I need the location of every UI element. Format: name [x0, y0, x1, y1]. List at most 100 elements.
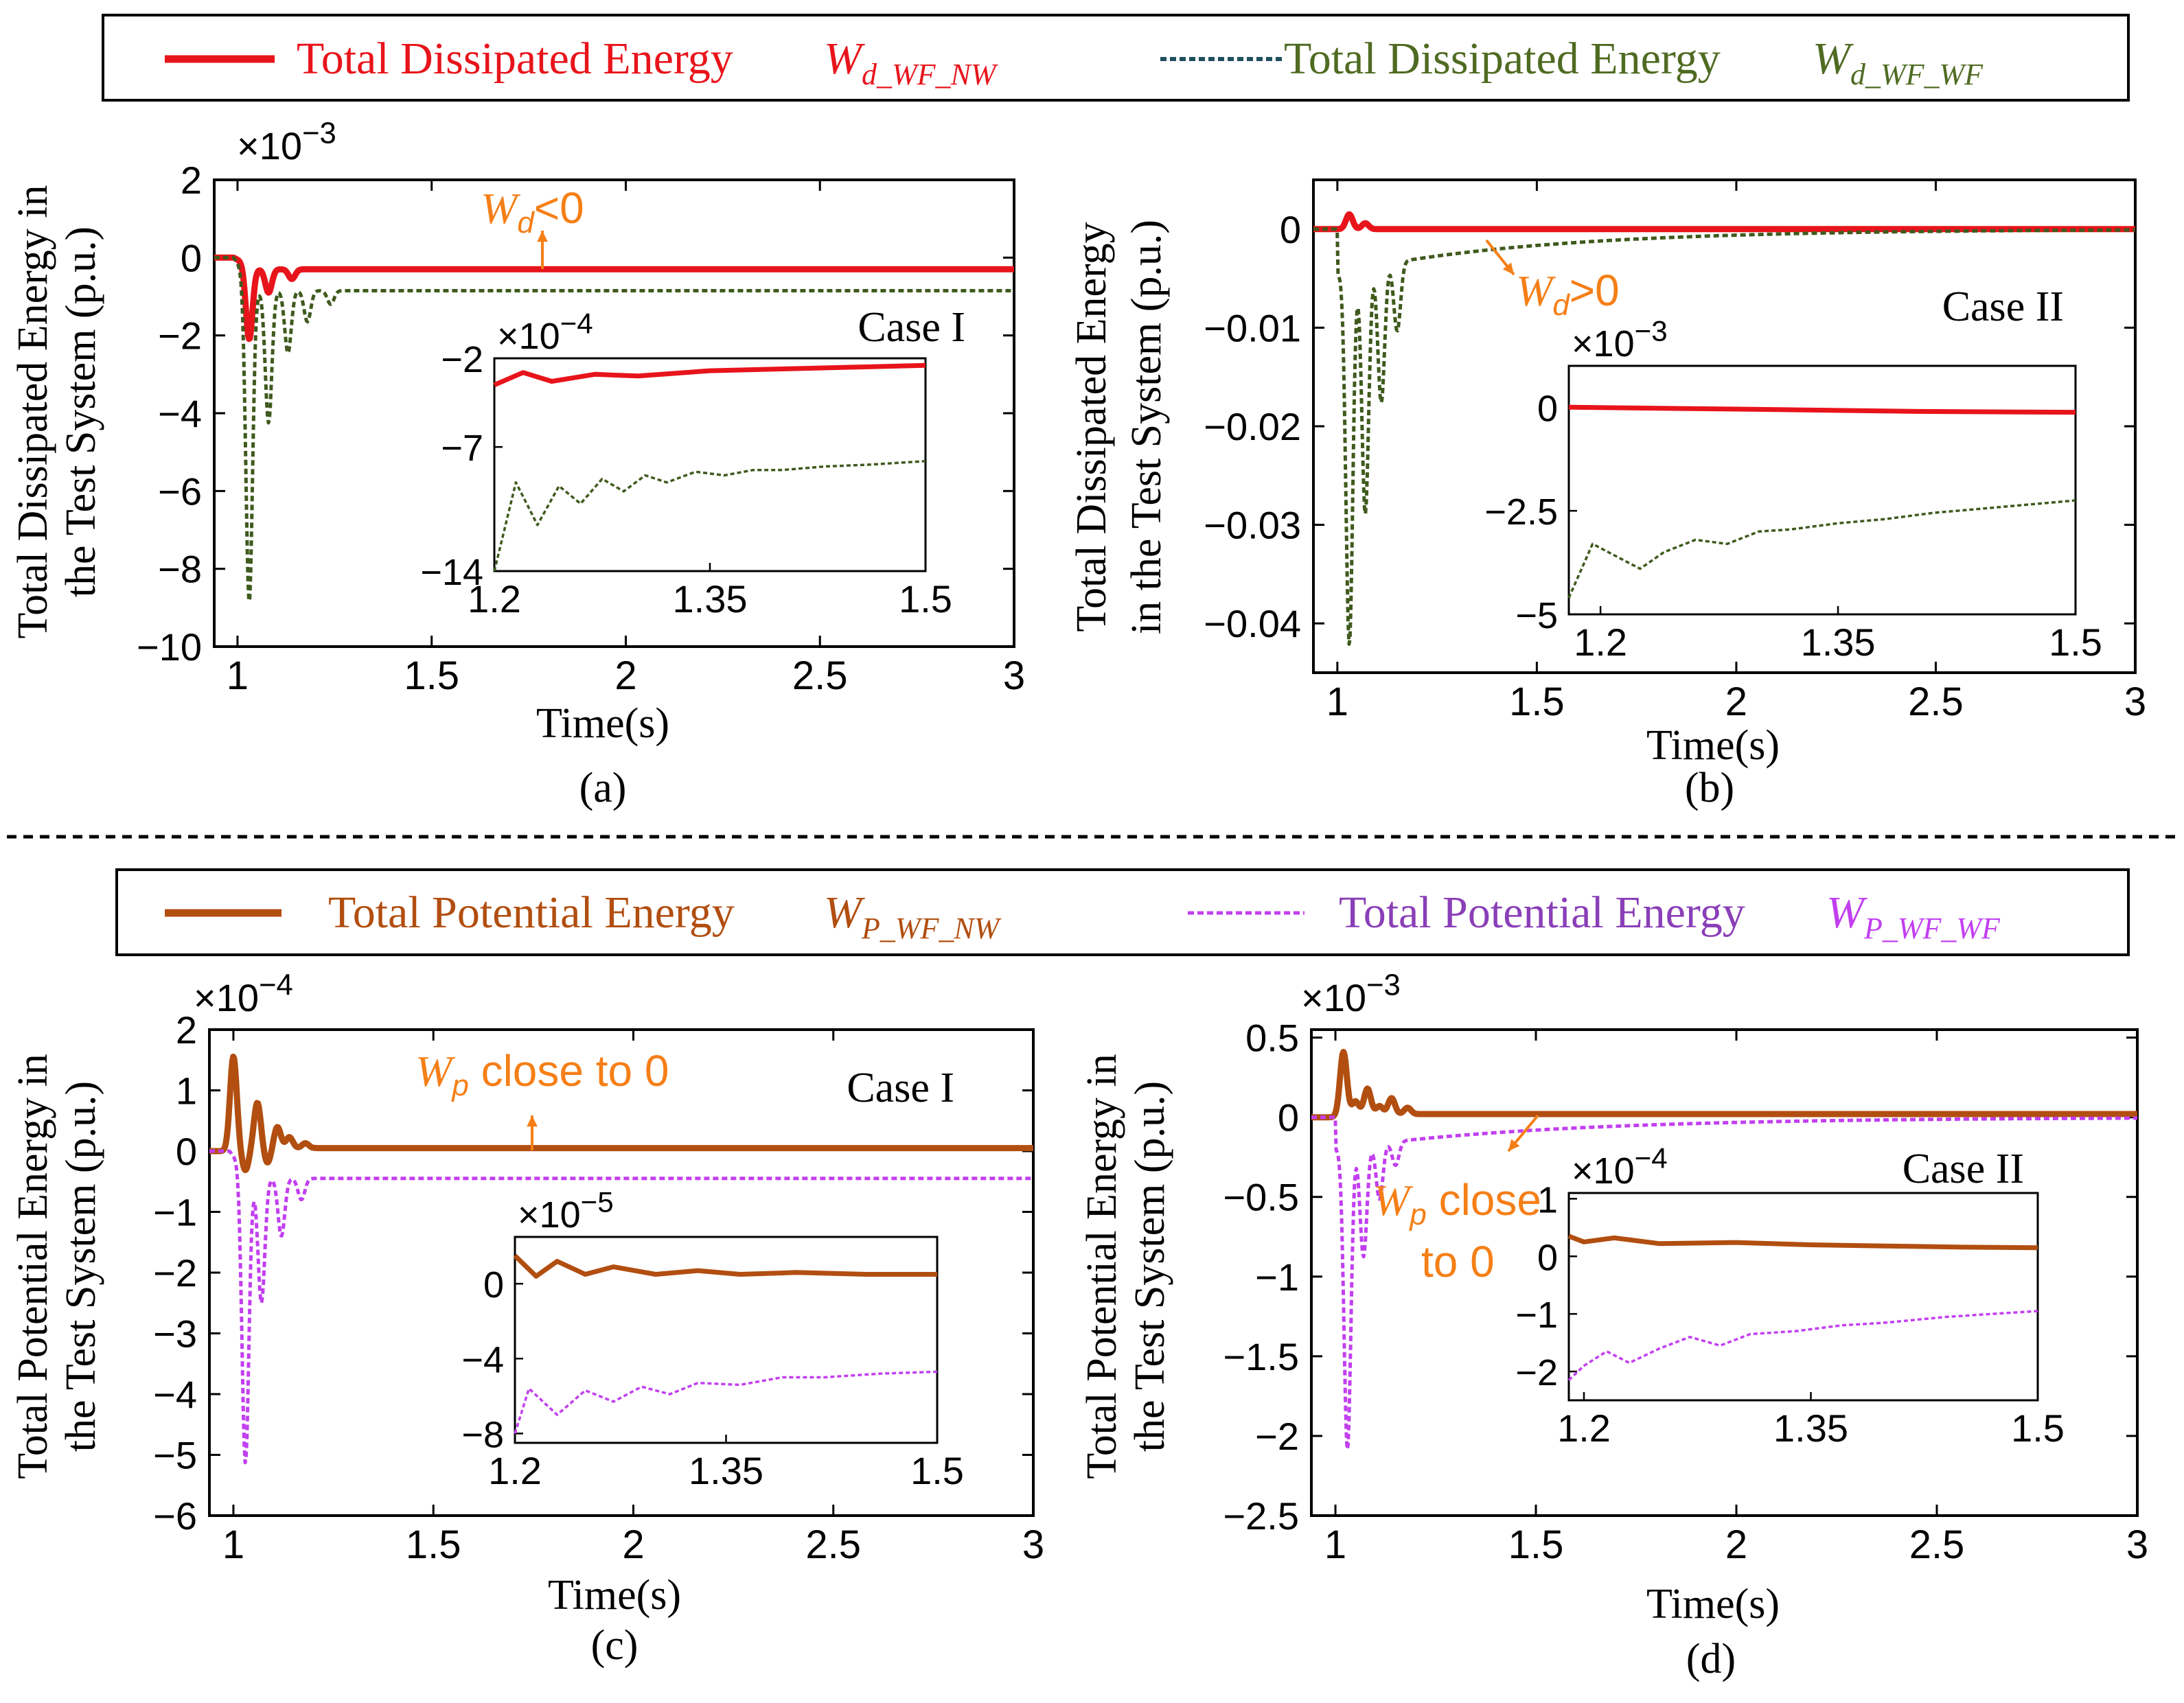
- inset-y-tick-label: −5: [1515, 595, 1558, 636]
- inset-y-tick-label: −2: [441, 339, 483, 380]
- x-axis-label: Time(s): [1646, 722, 1780, 769]
- x-tick-label: 3: [1022, 1522, 1044, 1567]
- x-axis-label: Time(s): [536, 700, 669, 747]
- y-axis-label-line: Total Dissipated Energy in: [10, 185, 56, 639]
- inset-y-tick-label: −4: [461, 1339, 504, 1380]
- inset-series: [513, 1253, 937, 1279]
- inset-frame: [514, 1236, 939, 1444]
- y-tick-label: −4: [153, 1373, 197, 1416]
- inset-series: [1567, 1310, 2038, 1381]
- inset-y-tick-label: 0: [1537, 388, 1558, 429]
- subplot-caption: (c): [591, 1622, 639, 1669]
- inset-y-tick-label: −14: [420, 552, 483, 593]
- inset-y-tick-label: 0: [1537, 1237, 1558, 1278]
- x-tick-label: 1.5: [1509, 680, 1565, 724]
- plot-frame: [1310, 1028, 2139, 1517]
- y-tick-label: −1: [153, 1191, 197, 1234]
- chart-d: 1 1.5 2 2.5 3 0.5 0 −0.5 −1 −1.5 −2 −2.5 ×10−3 Time(s…: [1079, 968, 2148, 1682]
- legend-symbol-wp-wf: WP_WF_WF: [1826, 888, 2001, 945]
- y-tick-label: 0: [1280, 208, 1301, 251]
- y-tick-label: −0.01: [1204, 306, 1301, 349]
- inset-d: 1.2 1.35 1.5 1 0 −1 −2 ×10−4: [1515, 1142, 2065, 1450]
- x-tick-label: 2: [1725, 1522, 1747, 1567]
- inset-y-tick-label: 1: [1537, 1179, 1558, 1220]
- x-tick-label: 2: [1725, 680, 1747, 724]
- x-tick-label: 2.5: [1909, 1522, 1965, 1567]
- inset-x-tick-label: 1.5: [2049, 621, 2102, 664]
- legend-symbol-wp-nw: WP_WF_NW: [824, 888, 1002, 945]
- case-label: Case II: [1903, 1146, 2024, 1192]
- y-tick-label: −2: [158, 314, 202, 358]
- inset-series: [514, 1370, 938, 1434]
- inset-x-tick-label: 1.2: [488, 1449, 542, 1492]
- y-axis-label-line: the Test System (p.u.): [1127, 1081, 1173, 1452]
- legend-label-wp-wf: Total Potential Energy: [1339, 888, 1745, 938]
- y-tick-label: 0.5: [1245, 1017, 1299, 1060]
- y-tick-label: −0.04: [1204, 602, 1301, 645]
- y-tick-label: 0: [1278, 1096, 1299, 1139]
- inset-series: [1567, 499, 2076, 599]
- inset-y-tick-label: −7: [441, 428, 483, 469]
- y-tick-label: −8: [158, 548, 202, 591]
- legend-label-wd-wf: Total Dissipated Energy: [1284, 34, 1721, 84]
- series-W_P_WF_NW: [209, 1053, 1033, 1173]
- series-W_d_WF_NW: [1313, 211, 2135, 233]
- y-tick-label: −10: [137, 625, 202, 669]
- y-tick-label: −3: [153, 1312, 197, 1356]
- inset-exponent-label: ×10−4: [1572, 1142, 1668, 1192]
- x-tick-label: 1: [1324, 1522, 1346, 1567]
- x-tick-label: 3: [2124, 680, 2146, 724]
- x-tick-label: 1.5: [1508, 1522, 1564, 1567]
- inset-b: 1.2 1.35 1.5 0 −2.5 −5 ×10−3: [1484, 314, 2102, 664]
- inset-x-tick-label: 1.2: [468, 577, 521, 621]
- x-tick-label: 3: [1003, 653, 1025, 698]
- inset-y-tick-label: 0: [483, 1264, 504, 1306]
- x-tick-label: 1.5: [404, 653, 459, 698]
- inset-series: [493, 362, 926, 388]
- legend-label-wd-nw: Total Dissipated Energy: [297, 34, 733, 84]
- x-tick-label: 2.5: [805, 1522, 861, 1567]
- inset-x-tick-label: 1.5: [910, 1449, 964, 1492]
- y-tick-label: −6: [158, 470, 202, 513]
- y-tick-label: 0: [176, 1130, 197, 1173]
- legend-label-wp-nw: Total Potential Energy: [328, 888, 735, 938]
- case-label: Case I: [847, 1065, 954, 1111]
- x-axis-label: Time(s): [548, 1572, 681, 1619]
- case-label: Case II: [1942, 283, 2064, 330]
- x-tick-label: 1: [1326, 680, 1348, 724]
- y-tick-label: −2.5: [1223, 1494, 1299, 1538]
- y-tick-label: −2: [1255, 1415, 1299, 1458]
- x-tick-label: 2.5: [792, 653, 848, 698]
- x-tick-label: 2: [614, 653, 636, 698]
- y-tick-label: −6: [153, 1494, 197, 1538]
- x-tick-label: 2.5: [1908, 680, 1964, 724]
- annotation-text: Wp close: [1373, 1175, 1541, 1231]
- y-axis-label-line: the Test System (p.u.): [58, 227, 104, 597]
- x-axis-label: Time(s): [1646, 1581, 1780, 1627]
- legend-top: Total Dissipated Energy Wd_WF_NW Total D…: [102, 14, 2130, 102]
- case-label: Case I: [858, 304, 965, 351]
- y-tick-label: 2: [181, 159, 202, 202]
- inset-frame: [1567, 364, 2077, 616]
- y-tick-label: 1: [176, 1069, 197, 1113]
- chart-a: 1 1.5 2 2.5 3 2 0 −2 −4 −6 −8 −10 ×10−3 Time(s) Total …: [10, 116, 1025, 811]
- y-tick-label: 0: [181, 236, 202, 279]
- y-tick-label: −1.5: [1223, 1335, 1299, 1378]
- inset-a: 1.2 1.35 1.5 −2 −7 −14 ×10−4: [420, 307, 952, 621]
- x-tick-label: 3: [2126, 1522, 2148, 1567]
- y-tick-label: −5: [153, 1434, 197, 1477]
- inset-exponent-label: ×10−4: [497, 307, 593, 357]
- y-tick-label: −0.02: [1204, 405, 1301, 448]
- inset-frame: [1567, 1192, 2039, 1402]
- inset-y-tick-label: −1: [1515, 1295, 1558, 1336]
- inset-x-tick-label: 1.35: [689, 1449, 763, 1492]
- y-tick-label: −2: [153, 1251, 197, 1295]
- y-axis-label-line: Total Dissipated Energy: [1068, 222, 1115, 632]
- charts: 1 1.5 2 2.5 320−2−4−6−8−10×10−3Time(s)Total …: [10, 116, 2148, 1682]
- inset-c: 1.2 1.35 1.5 0 −4 −8 ×10−5: [461, 1185, 964, 1492]
- series-W_d_WF_WF: [1313, 227, 2135, 646]
- series-W_d_WF_NW: [214, 254, 1014, 343]
- inset-x-tick-label: 1.2: [1557, 1406, 1611, 1450]
- y-tick-label: −4: [158, 392, 202, 435]
